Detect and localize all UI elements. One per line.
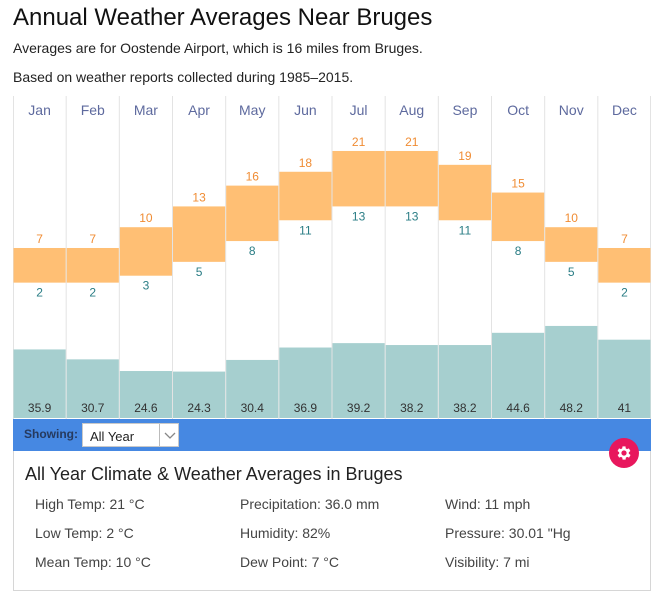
precip-bar: [173, 371, 226, 418]
month-label: Jan: [28, 102, 51, 118]
precip-bar: [13, 349, 66, 418]
high-temp-label: 18: [299, 156, 313, 170]
stat-visibility: Visibility: 7 mi: [445, 554, 530, 570]
data-period-note: Based on weather reports collected durin…: [13, 69, 354, 85]
high-temp-label: 10: [565, 211, 579, 225]
precip-bar: [545, 325, 598, 418]
precip-label: 30.7: [81, 401, 105, 415]
high-temp-label: 15: [511, 177, 525, 191]
temp-range-bar: [226, 185, 279, 242]
period-select[interactable]: All Year: [82, 423, 179, 447]
precip-bar: [332, 343, 385, 418]
precip-label: 44.6: [506, 401, 530, 415]
precip-label: 41: [618, 401, 632, 415]
temp-range-bar: [66, 247, 119, 283]
low-temp-label: 5: [568, 265, 575, 279]
temp-range-bar: [173, 206, 226, 262]
precip-label: 24.6: [134, 401, 158, 415]
precip-bar: [438, 345, 491, 418]
showing-label: Showing:: [24, 427, 78, 441]
precip-label: 39.2: [347, 401, 371, 415]
high-temp-label: 13: [192, 190, 206, 204]
precip-label: 24.3: [187, 401, 211, 415]
precip-label: 38.2: [453, 401, 477, 415]
stat-precipitation: Precipitation: 36.0 mm: [240, 496, 380, 512]
precip-label: 48.2: [560, 401, 584, 415]
temp-range-bar: [492, 192, 545, 242]
month-label: Apr: [188, 102, 210, 118]
precip-bar: [119, 371, 172, 418]
low-temp-label: 13: [405, 209, 419, 223]
temp-range-bar: [545, 227, 598, 262]
temp-range-bar: [13, 247, 66, 283]
chevron-down-icon[interactable]: [163, 427, 177, 443]
gear-icon: [617, 446, 631, 460]
stat-wind: Wind: 11 mph: [445, 496, 531, 512]
summary-panel: All Year Climate & Weather Averages in B…: [13, 451, 651, 591]
low-temp-label: 3: [143, 279, 150, 293]
precip-label: 30.4: [241, 401, 265, 415]
select-divider: [159, 424, 160, 446]
high-temp-label: 16: [246, 170, 260, 184]
precip-label: 36.9: [294, 401, 318, 415]
low-temp-label: 2: [89, 286, 96, 300]
month-label: May: [239, 102, 265, 118]
high-temp-label: 21: [352, 135, 366, 149]
precip-bar: [279, 347, 332, 418]
stat-high-temp: High Temp: 21 °C: [35, 496, 145, 512]
high-temp-label: 10: [139, 211, 153, 225]
stat-humidity: Humidity: 82%: [240, 525, 331, 541]
high-temp-label: 7: [89, 232, 96, 246]
stat-low-temp: Low Temp: 2 °C: [35, 525, 134, 541]
precip-label: 38.2: [400, 401, 424, 415]
period-toolbar: Showing: All Year: [13, 419, 651, 451]
month-label: Oct: [507, 102, 529, 118]
precip-bar: [226, 359, 279, 418]
weather-chart: Jan 7 2 35.9 Feb 7 2 30.7 Mar 10 3 24.6 Apr 13 5 24.3 Ma…: [13, 96, 651, 419]
precip-label: 35.9: [28, 401, 52, 415]
temp-range-bar: [279, 171, 332, 221]
precip-bar: [492, 332, 545, 418]
temp-range-bar: [385, 150, 438, 207]
low-temp-label: 2: [621, 286, 628, 300]
month-label: Jul: [350, 102, 368, 118]
temp-range-bar: [598, 247, 651, 283]
stat-mean-temp: Mean Temp: 10 °C: [35, 554, 151, 570]
low-temp-label: 2: [36, 286, 43, 300]
high-temp-label: 21: [405, 135, 419, 149]
low-temp-label: 5: [196, 265, 203, 279]
settings-button[interactable]: [609, 438, 639, 468]
high-temp-label: 19: [458, 149, 472, 163]
low-temp-label: 13: [352, 209, 366, 223]
high-temp-label: 7: [36, 232, 43, 246]
low-temp-label: 8: [515, 244, 522, 258]
month-label: Mar: [134, 102, 158, 118]
precip-bar: [598, 339, 651, 418]
weather-chart-svg: Jan 7 2 35.9 Feb 7 2 30.7 Mar 10 3 24.6 Apr 13 5 24.3 Ma…: [13, 96, 651, 419]
temp-range-bar: [332, 150, 385, 207]
precip-bar: [385, 345, 438, 418]
month-label: Jun: [294, 102, 317, 118]
month-label: Dec: [612, 102, 637, 118]
page-title: Annual Weather Averages Near Bruges: [13, 4, 433, 31]
high-temp-label: 7: [621, 232, 628, 246]
temp-range-bar: [119, 227, 172, 276]
low-temp-label: 11: [299, 223, 312, 237]
stat-pressure: Pressure: 30.01 "Hg: [445, 525, 571, 541]
temp-range-bar: [438, 164, 491, 221]
precip-bar: [66, 359, 119, 418]
station-note: Averages are for Oostende Airport, which…: [13, 40, 423, 56]
period-select-value: All Year: [90, 429, 135, 444]
month-label: Nov: [559, 102, 584, 118]
stat-dew-point: Dew Point: 7 °C: [240, 554, 339, 570]
summary-title: All Year Climate & Weather Averages in B…: [25, 464, 403, 484]
month-label: Sep: [452, 102, 477, 118]
low-temp-label: 8: [249, 244, 256, 258]
month-label: Aug: [399, 102, 424, 118]
low-temp-label: 11: [459, 223, 472, 237]
month-label: Feb: [81, 102, 105, 118]
